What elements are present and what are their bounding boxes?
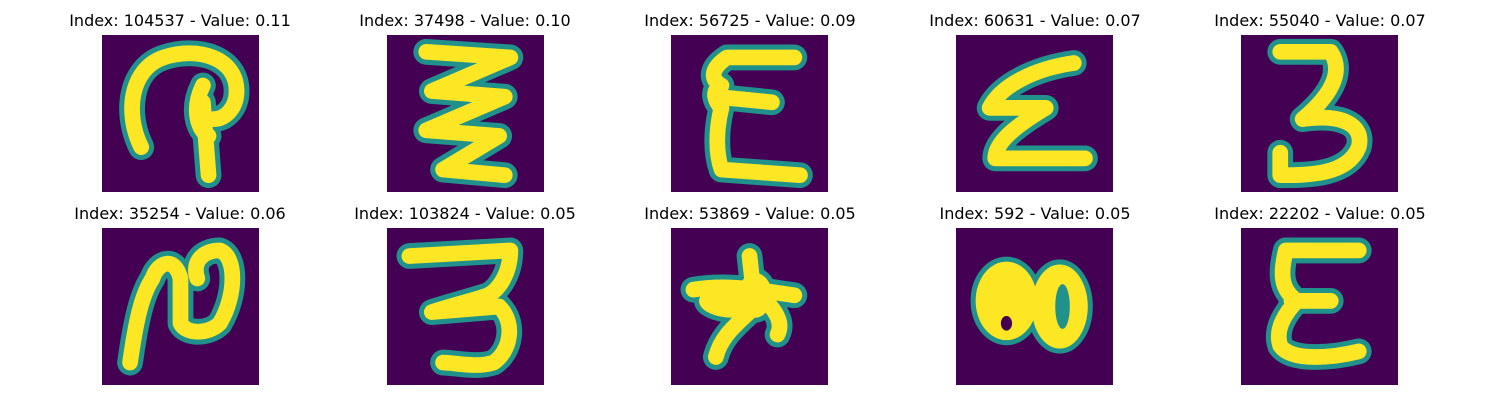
panel-1: Index: 104537 - Value: 0.11	[30, 0, 330, 200]
panel-title: Index: 37498 - Value: 0.10	[359, 11, 571, 30]
panel-7: Index: 103824 - Value: 0.05	[315, 193, 615, 393]
digit-glyph	[671, 228, 828, 385]
digit-image	[387, 228, 544, 385]
digit-glyph	[387, 228, 544, 385]
glyph-strokes	[685, 248, 803, 365]
panel-title: Index: 104537 - Value: 0.11	[69, 11, 291, 30]
panel-4: Index: 60631 - Value: 0.07	[885, 0, 1185, 200]
panel-title: Index: 22202 - Value: 0.05	[1214, 204, 1426, 223]
digit-glyph	[102, 228, 259, 385]
digit-image	[387, 35, 544, 192]
digit-image	[671, 35, 828, 192]
panel-9: Index: 592 - Value: 0.05	[885, 193, 1185, 393]
digit-glyph	[102, 35, 259, 192]
digit-image	[102, 228, 259, 385]
panel-5: Index: 55040 - Value: 0.07	[1170, 0, 1470, 200]
digit-image	[1241, 35, 1398, 192]
glyph-strokes	[981, 55, 1093, 167]
glyph-strokes	[1271, 242, 1367, 365]
digit-glyph	[387, 35, 544, 192]
panel-title: Index: 56725 - Value: 0.09	[644, 11, 856, 30]
panel-title: Index: 103824 - Value: 0.05	[354, 204, 576, 223]
glyph-hole	[1000, 316, 1013, 331]
glyph-strokes	[124, 45, 245, 184]
digit-glyph	[1241, 35, 1398, 192]
panel-3: Index: 56725 - Value: 0.09	[600, 0, 900, 200]
digit-image	[671, 228, 828, 385]
panel-title: Index: 60631 - Value: 0.07	[929, 11, 1141, 30]
glyph-strokes	[122, 242, 241, 371]
glyph-strokes	[1272, 43, 1368, 184]
glyph-strokes	[418, 43, 519, 184]
digit-image	[956, 228, 1113, 385]
digit-image	[102, 35, 259, 192]
digit-image	[1241, 228, 1398, 385]
panel-10: Index: 22202 - Value: 0.05	[1170, 193, 1470, 393]
panel-8: Index: 53869 - Value: 0.05	[600, 193, 900, 393]
panel-6: Index: 35254 - Value: 0.06	[30, 193, 330, 393]
digit-glyph	[956, 228, 1113, 385]
panel-title: Index: 592 - Value: 0.05	[939, 204, 1131, 223]
digit-glyph	[671, 35, 828, 192]
digit-glyph	[1241, 228, 1398, 385]
digit-glyph	[956, 35, 1113, 192]
glyph-strokes	[401, 242, 519, 373]
digit-image	[956, 35, 1113, 192]
panel-2: Index: 37498 - Value: 0.10	[315, 0, 615, 200]
panel-title: Index: 55040 - Value: 0.07	[1214, 11, 1426, 30]
glyph-hole	[1055, 284, 1070, 329]
panel-title: Index: 35254 - Value: 0.06	[74, 204, 286, 223]
glyph-strokes	[705, 49, 808, 184]
panel-title: Index: 53869 - Value: 0.05	[644, 204, 856, 223]
